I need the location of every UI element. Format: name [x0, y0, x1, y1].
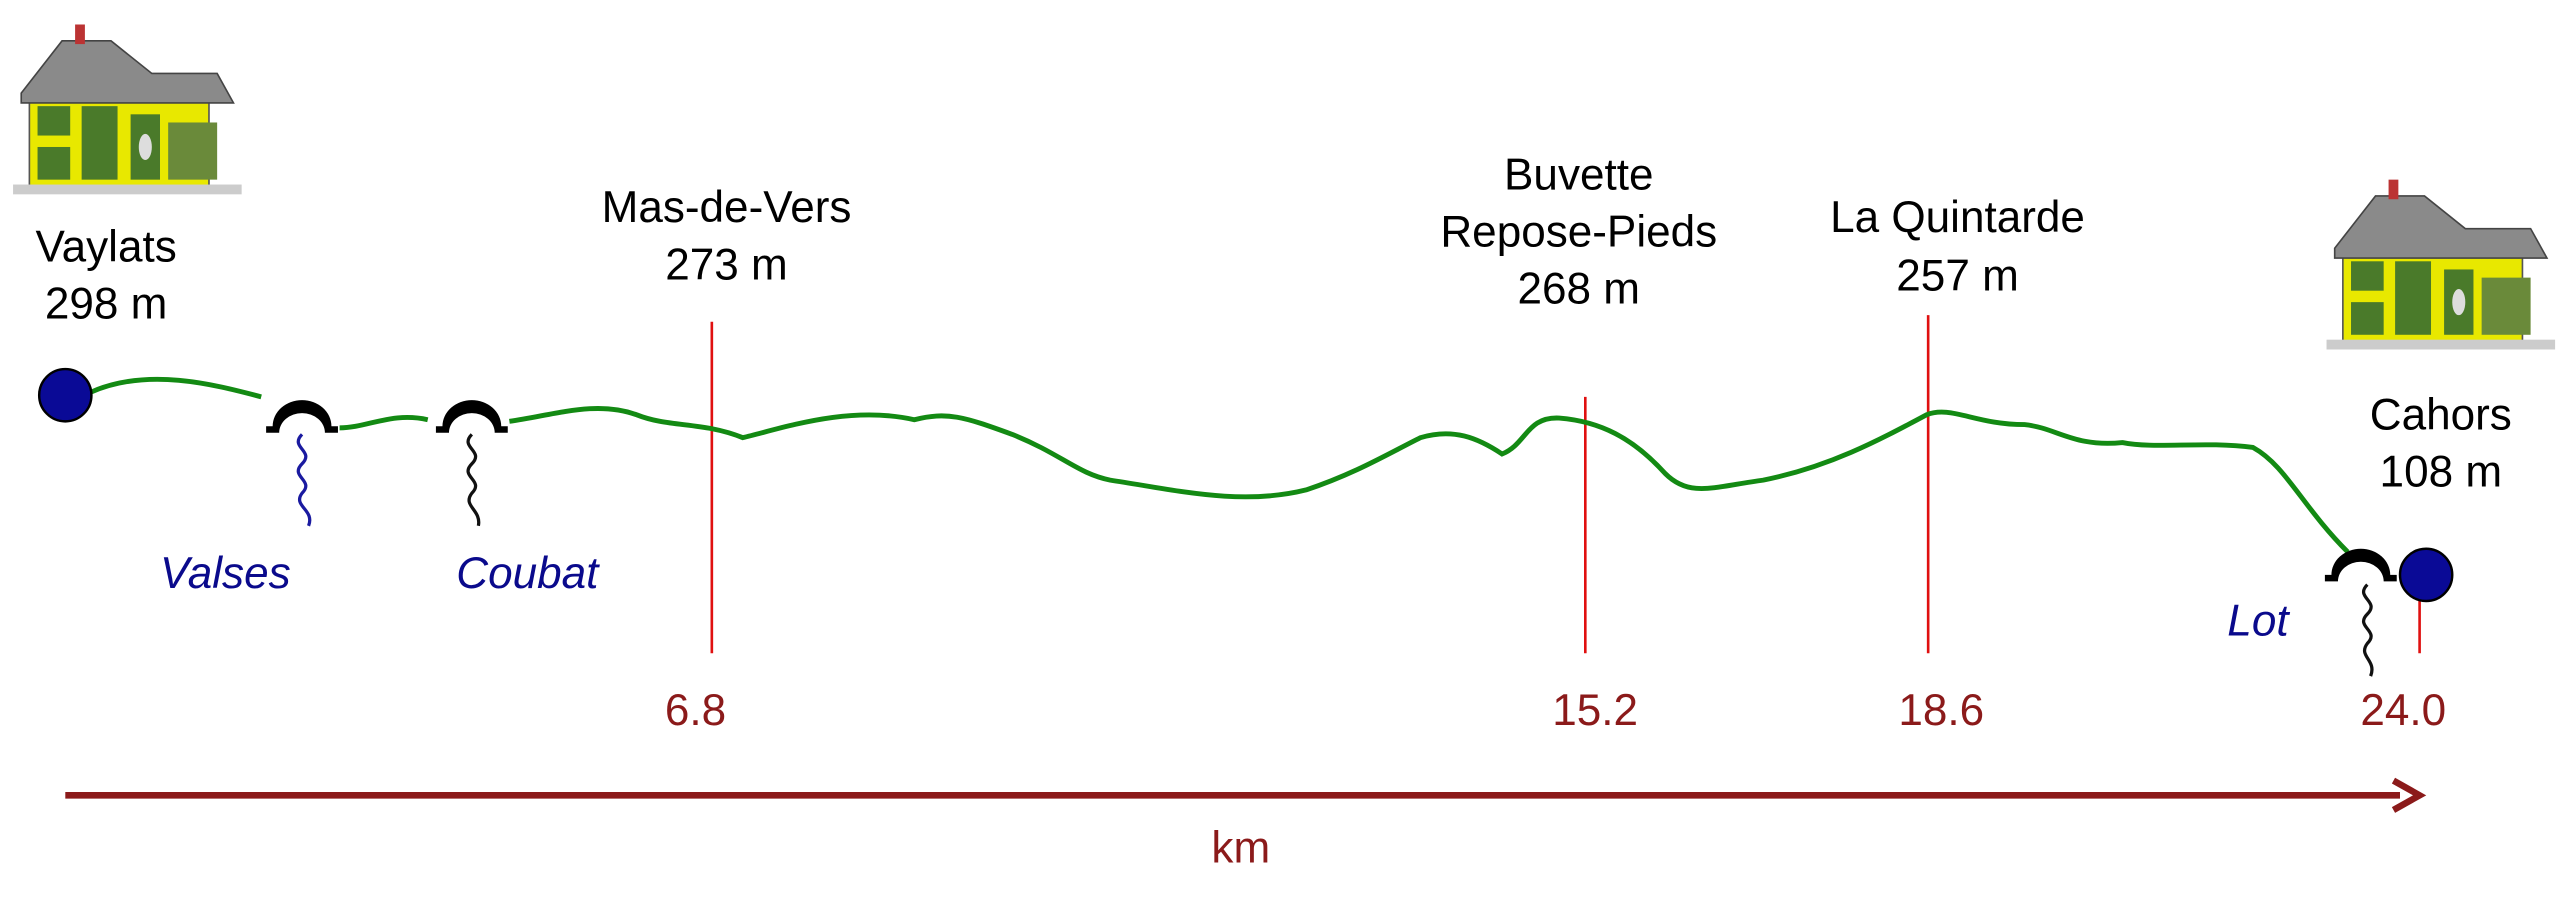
km-label: 15.2 [1552, 686, 1638, 735]
km-label: 18.6 [1898, 686, 1984, 735]
endpoint-marker [37, 367, 93, 423]
bridge-icon [2324, 548, 2397, 582]
stream-line [466, 433, 481, 527]
stream-line [296, 433, 312, 527]
place-name: Cahors [2370, 390, 2512, 439]
stream-line [2362, 583, 2374, 677]
axis-label: km [1211, 823, 1270, 872]
waypoint-elevation: 268 m [1518, 265, 1640, 314]
place-elevation: 108 m [2380, 448, 2502, 497]
waypoint-elevation: 273 m [665, 240, 787, 289]
bridge-icon [435, 400, 508, 433]
profile-line [90, 376, 2350, 554]
waypoint-name: La Quintarde [1830, 193, 2085, 242]
house-icon [12, 23, 243, 196]
waypoint-elevation: 257 m [1896, 252, 2018, 301]
km-label: 24.0 [2360, 686, 2446, 735]
stream-name: Lot [2227, 596, 2290, 645]
place-elevation: 298 m [45, 279, 167, 328]
house-icon [2325, 178, 2556, 351]
endpoint-marker [2398, 547, 2454, 603]
km-label: 6.8 [665, 686, 726, 735]
stream-name: Coubat [456, 549, 600, 598]
waypoint-name: Mas-de-Vers [602, 183, 852, 232]
waypoint-name: Buvette [1504, 150, 1653, 199]
place-name: Vaylats [35, 222, 176, 271]
arrow-head [2391, 777, 2427, 813]
bridge-icon [266, 400, 338, 433]
waypoint-name: Repose-Pieds [1440, 208, 1717, 257]
stream-name: Valses [160, 549, 291, 598]
